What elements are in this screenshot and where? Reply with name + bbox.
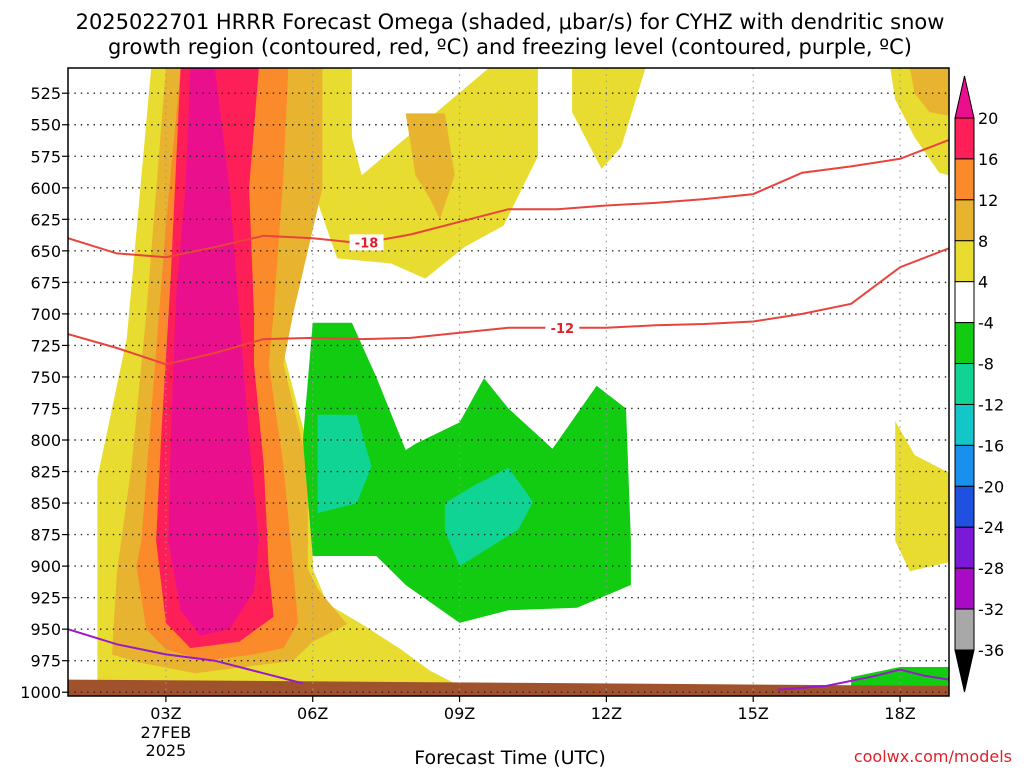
colorbar-top-arrow [954, 75, 975, 119]
omega-region-13 [444, 467, 533, 567]
x-tick-sublabel-0: 27FEB [141, 723, 192, 742]
x-axis-label: Forecast Time (UTC) [414, 747, 605, 768]
y-tick-label-650: 650 [30, 242, 61, 261]
omega-region-9 [168, 68, 259, 636]
colorbar-label-12: -32 [978, 600, 1004, 619]
dendritic-label-bg-1 [545, 319, 580, 336]
y-tick-label-775: 775 [30, 399, 61, 418]
y-tick-label-675: 675 [30, 273, 61, 292]
x-tick-label-03Z: 03Z [150, 704, 181, 723]
grid-lines [68, 68, 949, 696]
colorbar-segment-6 [954, 363, 975, 405]
colorbar-segment-3 [954, 240, 975, 283]
y-tick-label-750: 750 [30, 368, 61, 387]
y-tick-label-725: 725 [30, 336, 61, 355]
y-tick-label-800: 800 [30, 431, 61, 450]
y-tick-label-875: 875 [30, 526, 61, 545]
y-tick-label-900: 900 [30, 557, 61, 576]
colorbar-segment-5 [954, 322, 975, 365]
plot-frame [67, 67, 950, 697]
y-tick-label-850: 850 [30, 494, 61, 513]
dendritic-label-0: -18 [355, 236, 379, 251]
colorbar-label-2: 12 [978, 191, 998, 210]
freezing-contour-0 [68, 628, 304, 685]
omega-region-10 [302, 322, 631, 623]
y-tick-label-925: 925 [30, 589, 61, 608]
x-tick-label-15Z: 15Z [738, 704, 769, 723]
credit-link[interactable]: coolwx.com/models [854, 747, 1012, 766]
colorbar-segment-1 [954, 158, 975, 201]
y-axis: 525 550 575 600 625 650 675 700 725 750 775 800 825 8… [20, 84, 68, 702]
colorbar-segment-10 [954, 526, 975, 569]
colorbar-segment-4 [954, 281, 975, 324]
colorbar-label-10: -24 [978, 518, 1004, 537]
x-tick-sublabel-1: 2025 [146, 741, 187, 760]
dendritic-contour-0 [68, 138, 949, 259]
y-tick-label-975: 975 [30, 652, 61, 671]
dendritic-label-bg-0 [349, 234, 384, 251]
chart-title-line1: 2025022701 HRRR Forecast Omega (shaded, … [76, 10, 945, 34]
colorbar-segment-7 [954, 403, 975, 446]
colorbar-label-8: -16 [978, 436, 1004, 455]
omega-region-3 [895, 421, 949, 572]
y-tick-label-600: 600 [30, 179, 61, 198]
colorbar-segment-11 [954, 567, 975, 610]
colorbar-label-6: -8 [978, 355, 994, 374]
colorbar-bottom-arrow [954, 649, 975, 693]
colorbar-segment-0 [954, 117, 975, 160]
colorbar-label-4: 4 [978, 273, 988, 292]
colorbar-label-7: -12 [978, 395, 1004, 414]
y-tick-label-700: 700 [30, 305, 61, 324]
x-tick-label-18Z: 18Z [884, 704, 915, 723]
colorbar-label-11: -28 [978, 559, 1004, 578]
dendritic-label-1: -12 [551, 322, 575, 337]
x-tick-label-09Z: 09Z [444, 704, 475, 723]
chart-title-line2: growth region (contoured, red, ºC) and f… [108, 35, 912, 59]
colorbar-segment-12 [954, 608, 975, 651]
colorbar-segment-8 [954, 444, 975, 487]
contours: -18 -12 [68, 138, 949, 691]
colorbar-label-3: 8 [978, 232, 988, 251]
x-tick-label-06Z: 06Z [297, 704, 328, 723]
colorbar-segment-2 [954, 199, 975, 242]
dendritic-contour-1 [68, 247, 949, 366]
colorbar-label-5: -4 [978, 314, 994, 333]
y-tick-label-525: 525 [30, 84, 61, 103]
omega-region-6 [909, 68, 949, 116]
y-tick-label-550: 550 [30, 116, 61, 135]
ground-layer [68, 679, 949, 696]
colorbar-label-9: -20 [978, 477, 1004, 496]
freezing-contour-1 [777, 668, 949, 691]
colorbar: 20 16 12 8 4 -4 -8 -12 -16 -20 -24 -28 -32 -36 [954, 75, 1004, 693]
y-tick-label-950: 950 [30, 620, 61, 639]
y-tick-label-1000: 1000 [20, 683, 61, 702]
colorbar-label-1: 16 [978, 150, 998, 169]
x-tick-label-12Z: 12Z [591, 704, 622, 723]
omega-region-1 [572, 68, 646, 169]
colorbar-segment-9 [954, 485, 975, 528]
y-tick-label-575: 575 [30, 147, 61, 166]
ground-fill [68, 679, 949, 696]
y-tick-label-625: 625 [30, 210, 61, 229]
omega-region-5 [405, 113, 455, 220]
colorbar-label-0: 20 [978, 109, 998, 128]
y-tick-label-825: 825 [30, 463, 61, 482]
colorbar-label-13: -36 [978, 641, 1004, 660]
